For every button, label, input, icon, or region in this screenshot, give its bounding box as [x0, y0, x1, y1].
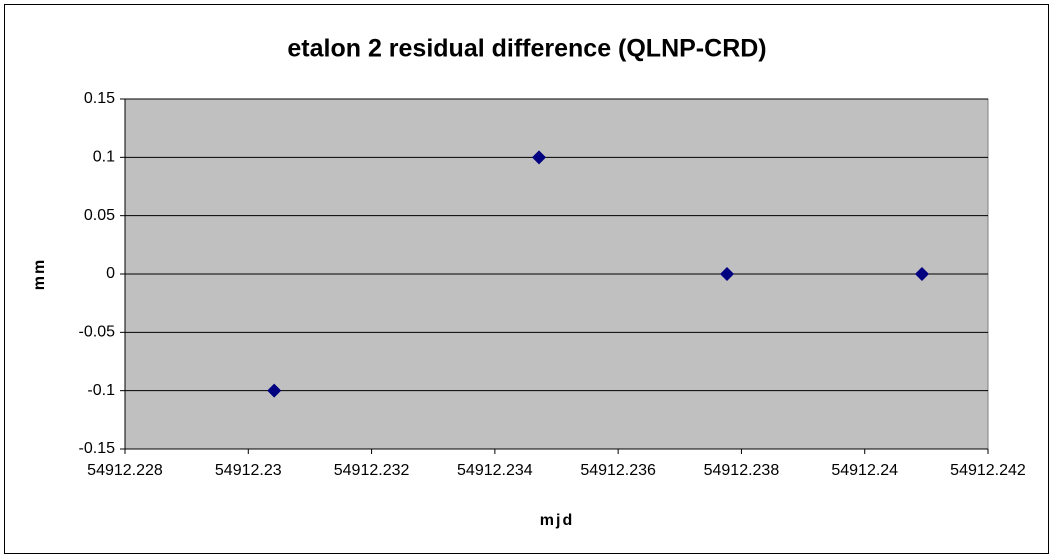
y-tick-label: -0.15 — [79, 440, 116, 457]
marker — [720, 267, 735, 281]
x-tick-label: 54912.238 — [704, 462, 780, 479]
x-tick-label: 54912.24 — [831, 462, 898, 479]
y-tick-label: -0.05 — [79, 324, 116, 341]
x-tick-label: 54912.23 — [215, 462, 282, 479]
marker — [531, 150, 546, 165]
x-tick-label: 54912.232 — [334, 462, 410, 479]
x-tick-label: 54912.234 — [457, 462, 533, 479]
x-axis-label: mjd — [540, 512, 574, 529]
y-tick-label: 0.1 — [93, 149, 115, 166]
x-tick-label: 54912.228 — [87, 462, 163, 479]
chart-title: etalon 2 residual difference (QLNP-CRD) — [287, 35, 766, 63]
y-tick-label: 0.15 — [84, 90, 115, 107]
y-tick-label: 0 — [106, 265, 115, 282]
y-tick-label: 0.05 — [84, 207, 115, 224]
marker — [267, 383, 282, 398]
y-axis-label: mm — [31, 258, 48, 290]
x-tick-label: 54912.242 — [950, 462, 1026, 479]
x-tick-label: 54912.236 — [580, 462, 656, 479]
marker — [914, 267, 929, 281]
y-tick-label: -0.1 — [87, 382, 115, 399]
